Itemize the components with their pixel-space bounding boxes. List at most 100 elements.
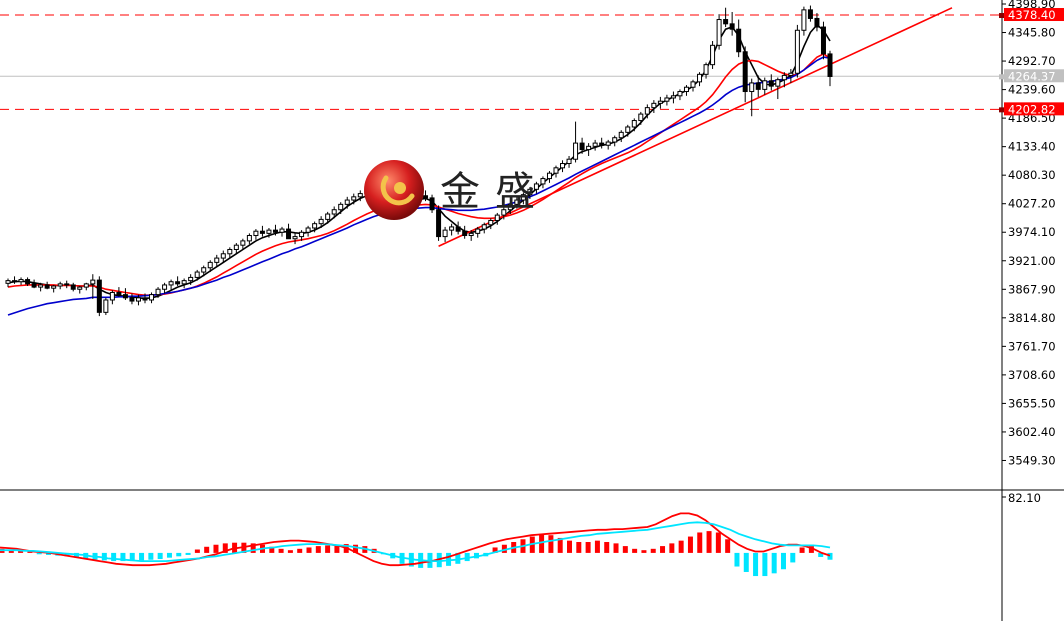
y-tick-label: 4239.60 <box>1008 83 1056 97</box>
macd-histogram-bar <box>455 552 461 564</box>
macd-histogram-bar <box>604 542 610 553</box>
macd-histogram-bar <box>8 549 14 553</box>
candle-up <box>90 279 96 285</box>
price-level-label: 4264.37 <box>1008 69 1056 83</box>
candle-up <box>442 229 448 238</box>
candle-up <box>592 142 598 147</box>
candle-up <box>253 230 259 237</box>
y-tick-label: 4027.20 <box>1008 197 1056 211</box>
macd-histogram-bar <box>120 552 126 562</box>
candle-up <box>566 158 572 165</box>
candle-up <box>749 82 755 93</box>
macd-histogram-bar <box>753 552 759 577</box>
y-tick-label: 3549.30 <box>1008 453 1056 467</box>
candle-down <box>142 297 148 301</box>
candle-up <box>331 209 337 215</box>
candle-up <box>612 137 618 143</box>
macd-histogram-bar <box>334 544 340 553</box>
candle-up <box>703 64 709 75</box>
candle-up <box>664 97 670 102</box>
macd-histogram-bar <box>808 546 814 553</box>
candle-up <box>266 229 272 234</box>
y-tick-label: 3974.10 <box>1008 225 1056 239</box>
price-level-marker <box>999 13 1004 19</box>
macd-histogram-bar <box>697 532 703 553</box>
macd-indicator-panel: 82.10 <box>0 491 1041 577</box>
y-tick-label: 3814.80 <box>1008 311 1056 325</box>
candle-up <box>292 236 298 240</box>
macd-line <box>0 521 831 562</box>
candle-up <box>475 228 481 234</box>
macd-histogram-bar <box>492 547 498 553</box>
candle-down <box>807 9 813 19</box>
candle-up <box>586 145 592 151</box>
macd-histogram-bar <box>715 532 721 553</box>
macd-histogram-bar <box>315 546 321 553</box>
macd-histogram-bar <box>64 552 70 557</box>
price-level-box <box>1004 8 1064 22</box>
macd-histogram-bar <box>780 552 786 570</box>
macd-histogram-bar <box>613 543 619 553</box>
macd-histogram-bar <box>213 544 219 553</box>
candle-up <box>507 203 513 211</box>
candle-up <box>168 281 174 286</box>
candle-up <box>638 113 644 122</box>
candle-up <box>533 183 539 190</box>
macd-histogram-bar <box>222 543 228 553</box>
candle-down <box>723 19 729 25</box>
macd-histogram-bar <box>557 537 563 553</box>
macd-histogram-bar <box>818 552 824 557</box>
candle-down <box>423 195 429 199</box>
candle-up <box>781 74 787 81</box>
candle-up <box>683 86 689 93</box>
candle-up <box>514 199 520 205</box>
y-tick-label: 4345.80 <box>1008 26 1056 40</box>
candle-up <box>710 44 716 66</box>
macd-histogram-bar <box>176 552 182 557</box>
macd-histogram-bar <box>734 552 740 567</box>
candle-up <box>357 193 363 198</box>
candle-down <box>44 284 50 289</box>
candle-up <box>481 224 487 230</box>
price-level-marker <box>999 74 1004 80</box>
candle-up <box>135 297 141 302</box>
indicator-tick-label: 82.10 <box>1008 491 1041 505</box>
macd-histogram-bar <box>185 552 191 555</box>
candle-up <box>449 226 455 231</box>
candle-up <box>494 214 500 221</box>
candle-up <box>677 91 683 97</box>
y-tick-label: 3602.40 <box>1008 425 1056 439</box>
candle-down <box>462 230 468 237</box>
candle-up <box>794 29 800 74</box>
macd-histogram-bar <box>706 531 712 553</box>
macd-histogram-bar <box>101 552 107 561</box>
candle-up <box>762 80 768 90</box>
y-tick-label: 4292.70 <box>1008 54 1056 68</box>
candle-up <box>344 199 350 205</box>
macd-histogram-bar <box>36 552 42 555</box>
candle-down <box>286 228 292 240</box>
candle-up <box>220 253 226 259</box>
candle-up <box>631 120 637 128</box>
macd-histogram-bar <box>771 552 777 574</box>
macd-histogram-bar <box>650 548 656 553</box>
macd-line <box>0 512 831 567</box>
candle-up <box>546 172 552 180</box>
macd-histogram-bar <box>111 552 117 562</box>
candle-down <box>429 197 435 211</box>
logo-text-1: 金 <box>440 169 480 215</box>
candle-up <box>690 81 696 88</box>
candle-down <box>820 26 826 55</box>
candle-down <box>12 280 18 283</box>
candle-up <box>240 240 246 246</box>
candle-down <box>736 28 742 53</box>
candle-up <box>103 299 109 313</box>
macd-histogram-bar <box>539 533 545 553</box>
macd-histogram-bar <box>576 542 582 553</box>
macd-histogram-bar <box>250 543 256 553</box>
macd-histogram-bar <box>129 552 135 562</box>
candle-down <box>96 279 102 313</box>
macd-histogram-bar <box>594 540 600 553</box>
